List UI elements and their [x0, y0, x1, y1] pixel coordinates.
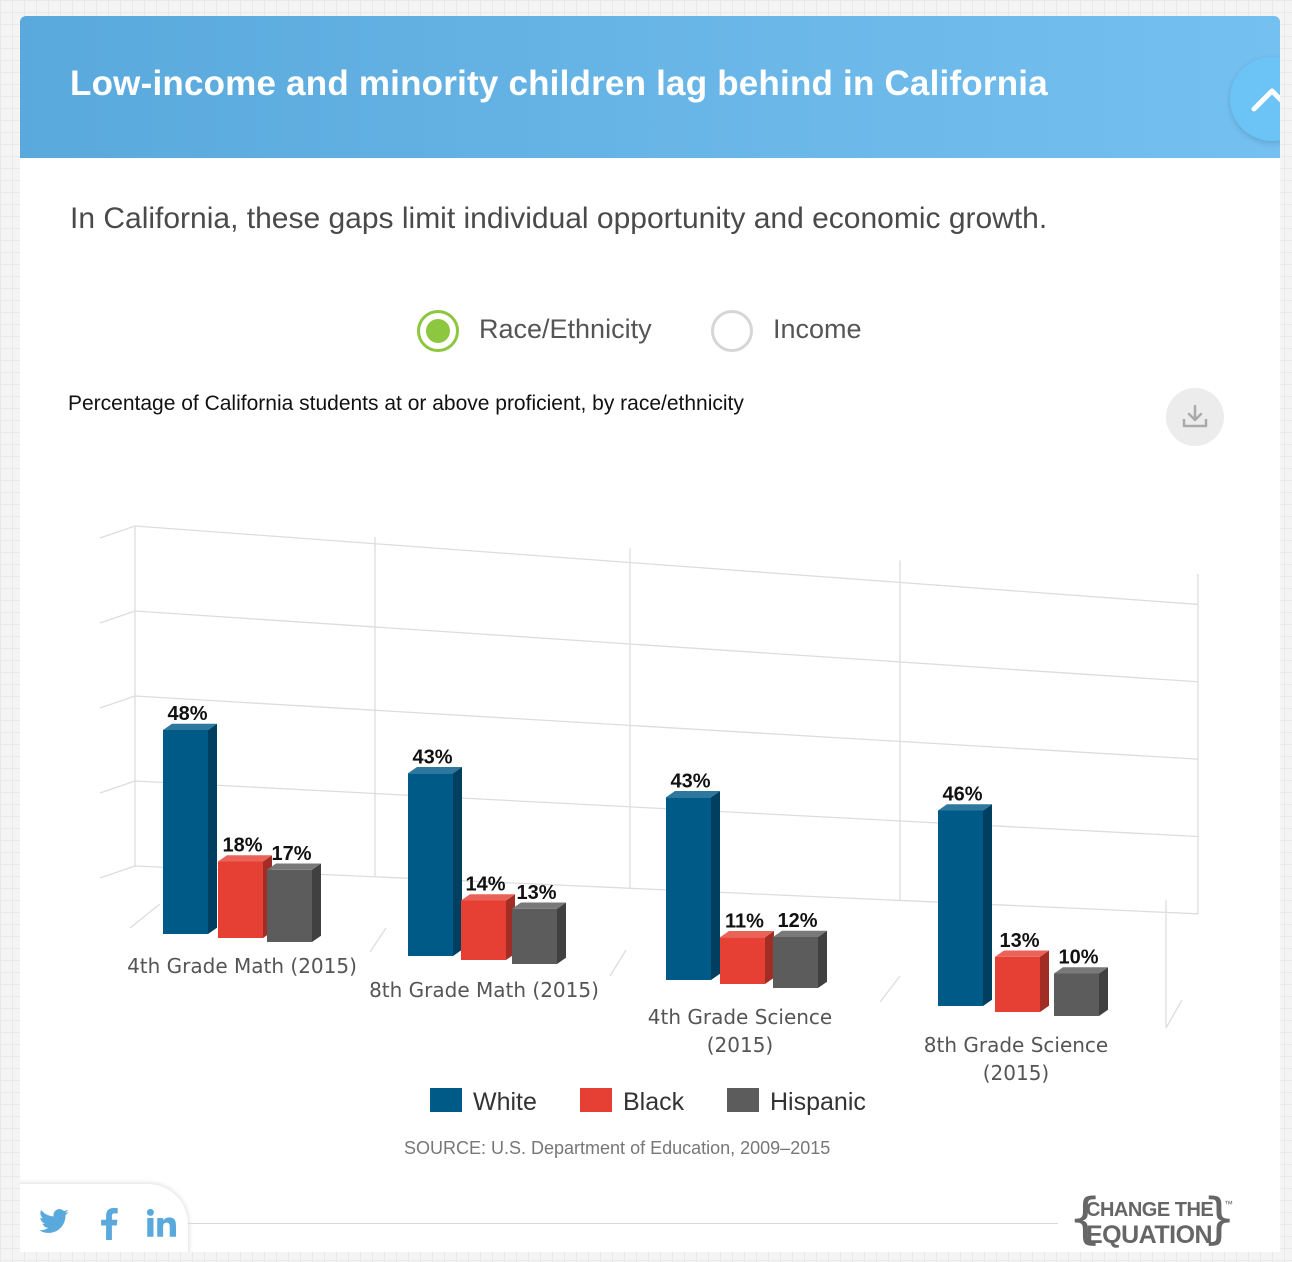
race-ethnicity-label: Race/Ethnicity: [479, 314, 652, 344]
gridline-3: [134, 610, 1199, 683]
legend-swatch-hispanic: [727, 1088, 759, 1112]
linkedin-icon[interactable]: [146, 1208, 176, 1238]
bar-top-white-3: [938, 804, 992, 811]
chart-card: Low-income and minority children lag beh…: [20, 16, 1280, 1252]
data-label-hispanic-1: 13%: [516, 882, 556, 904]
bar-top-white-0: [163, 723, 217, 730]
bar-black-2: [720, 937, 765, 984]
bar-side-white-0: [208, 723, 217, 934]
bar-top-white-2: [666, 790, 720, 798]
bar-top-black-3: [995, 950, 1049, 957]
gridline-4: [134, 525, 1199, 606]
card-header: Low-income and minority children lag beh…: [20, 16, 1280, 158]
bar-side-hispanic-0: [312, 863, 321, 942]
bar-side-black-2: [765, 930, 774, 984]
data-label-black-3: 13%: [999, 930, 1039, 952]
bar-side-white-3: [983, 804, 992, 1006]
bar-side-hispanic-3: [1099, 967, 1108, 1016]
radio-selected-icon[interactable]: [417, 310, 459, 352]
download-icon: [1182, 404, 1208, 428]
data-label-black-2: 11%: [725, 910, 764, 932]
data-label-black-1: 14%: [465, 874, 505, 896]
legend-swatch-black: [580, 1088, 612, 1112]
bar-side-black-3: [1040, 950, 1049, 1012]
bar-side-white-2: [711, 790, 720, 980]
data-label-black-0: 18%: [222, 835, 262, 857]
facebook-icon[interactable]: [100, 1208, 118, 1240]
side-gridline-2: [99, 695, 136, 709]
gridline-2: [134, 695, 1199, 760]
category-label-3: 8th Grade Science (2015): [924, 1033, 1108, 1085]
bar-black-3: [995, 956, 1040, 1012]
bar-hispanic-0: [267, 869, 312, 942]
data-label-white-0: 48%: [167, 703, 207, 725]
download-button[interactable]: [1166, 388, 1224, 446]
twitter-icon[interactable]: [38, 1208, 70, 1236]
bar-white-0: [163, 730, 208, 934]
logo-brace-left: {: [1068, 1187, 1103, 1250]
bar-side-white-1: [453, 766, 462, 956]
side-gridline-0: [99, 865, 136, 879]
category-label-2: 4th Grade Science (2015): [648, 1005, 832, 1057]
bar-hispanic-3: [1054, 973, 1099, 1016]
logo-line-2: EQUATION: [1086, 1221, 1213, 1249]
share-bar: [20, 1184, 188, 1252]
category-label-1: 8th Grade Math (2015): [369, 978, 599, 1002]
bar-side-hispanic-1: [557, 902, 566, 964]
change-the-equation-logo: { CHANGE THE EQUATION } ™: [1068, 1187, 1238, 1250]
chart-title: Percentage of California students at or …: [68, 392, 744, 415]
category-label-0: 4th Grade Math (2015): [127, 954, 357, 978]
bar-white-1: [408, 773, 453, 956]
bar-top-hispanic-1: [512, 902, 566, 909]
bar-top-black-0: [218, 855, 272, 862]
legend-label-white: White: [473, 1088, 537, 1116]
bar-white-2: [666, 797, 711, 980]
data-label-hispanic-2: 12%: [777, 910, 817, 932]
subtitle: In California, these gaps limit individu…: [70, 202, 1048, 235]
bar-side-hispanic-2: [818, 930, 827, 988]
floor-edge-0: [129, 903, 161, 929]
data-label-white-3: 46%: [942, 784, 982, 806]
bar-top-hispanic-0: [267, 863, 321, 870]
data-label-hispanic-3: 10%: [1058, 947, 1098, 969]
bar-hispanic-1: [512, 908, 557, 964]
income-toggle[interactable]: Income: [711, 310, 911, 352]
side-gridline-1: [99, 780, 136, 794]
floor-edge-2: [609, 949, 627, 977]
data-label-hispanic-0: 17%: [271, 843, 311, 865]
legend-label-black: Black: [623, 1088, 685, 1116]
logo-line-1: CHANGE THE: [1086, 1199, 1214, 1221]
legend-swatch-white: [430, 1088, 462, 1112]
income-label: Income: [773, 314, 862, 344]
logo-brace-right: }: [1202, 1187, 1237, 1250]
radio-unselected-icon[interactable]: [711, 310, 753, 352]
logo-trademark: ™: [1224, 1199, 1233, 1209]
side-gridline-4: [99, 525, 136, 539]
bar-top-white-1: [408, 766, 462, 774]
bar-top-hispanic-3: [1054, 967, 1108, 974]
data-label-white-1: 43%: [412, 746, 452, 768]
source-note: SOURCE: U.S. Department of Education, 20…: [404, 1138, 831, 1158]
bar-black-0: [218, 861, 263, 938]
floor-edge-4: [1165, 999, 1183, 1029]
data-label-white-2: 43%: [670, 770, 710, 792]
legend-label-hispanic: Hispanic: [770, 1088, 866, 1116]
race-ethnicity-toggle[interactable]: Race/Ethnicity: [417, 310, 697, 352]
bar-top-hispanic-2: [773, 930, 827, 937]
bar-white-3: [938, 810, 983, 1006]
side-gridline-3: [99, 610, 136, 624]
floor-edge-3: [879, 975, 901, 1003]
bar-hispanic-2: [773, 937, 818, 988]
page-title: Low-income and minority children lag beh…: [70, 64, 1048, 103]
floor-edge-1: [369, 927, 387, 953]
bar-top-black-1: [461, 894, 515, 901]
bar-black-1: [461, 900, 506, 960]
bar-chart: 48% 18% 17% 43% 14% 13% 43% 11% 12% 46% 13% 10% 4th …: [99, 525, 1199, 1116]
footer-divider: [188, 1223, 1058, 1224]
chevron-up-icon: [1251, 88, 1280, 112]
bar-top-black-2: [720, 930, 774, 938]
